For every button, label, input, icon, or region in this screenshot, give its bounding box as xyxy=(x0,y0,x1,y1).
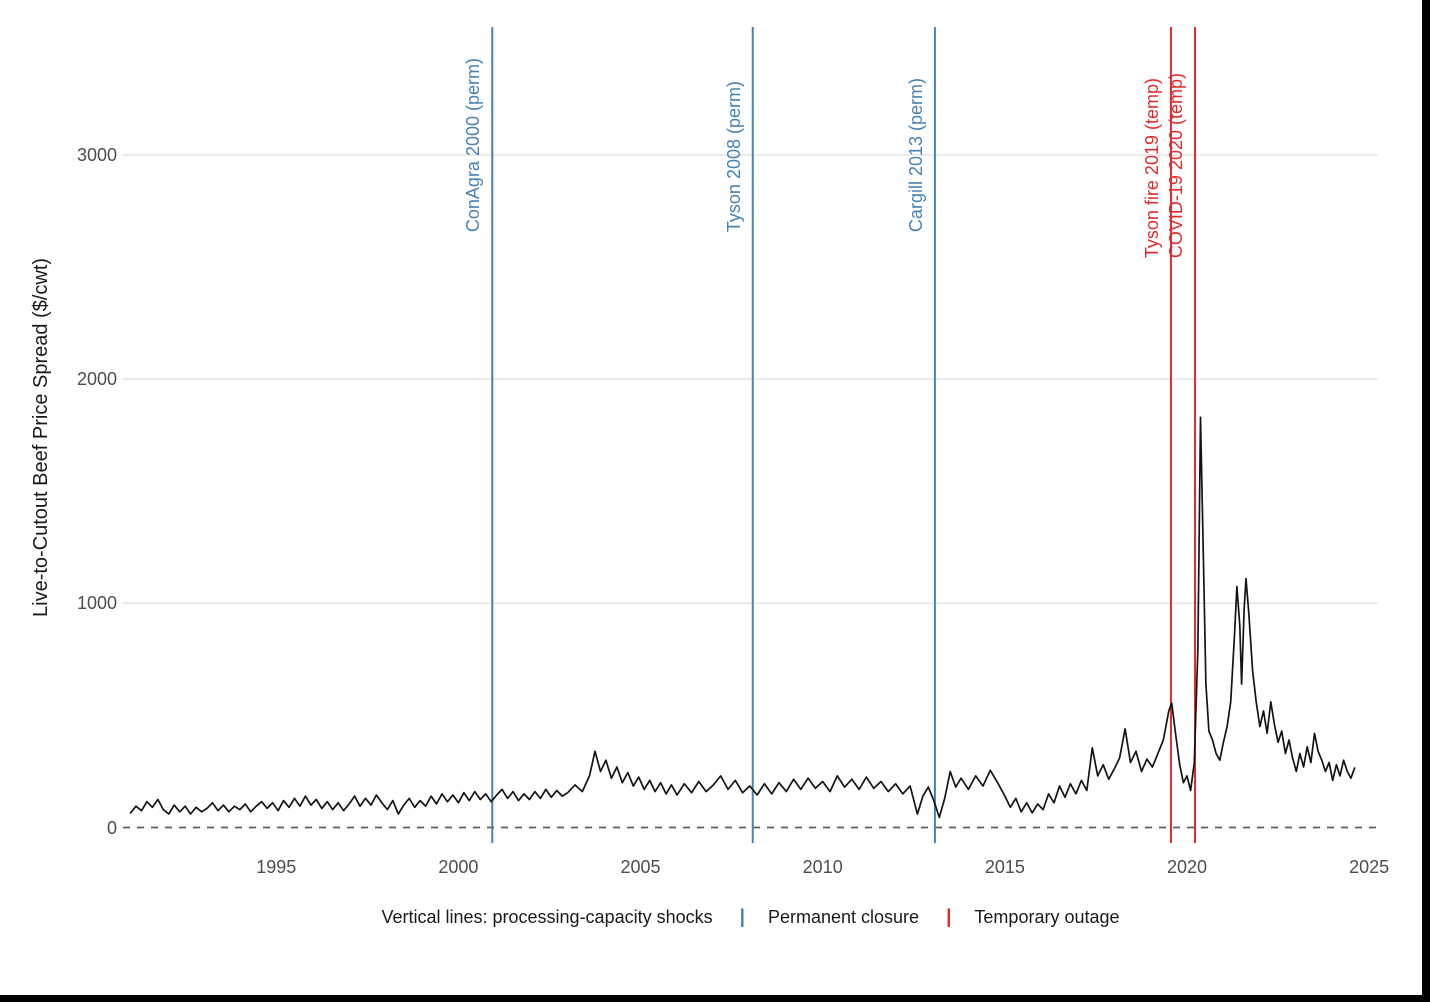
y-tick-label-1000: 1000 xyxy=(76,593,117,614)
screenshot-bottom-border xyxy=(0,995,1430,1002)
temporary-outage-label: Temporary outage xyxy=(974,906,1120,927)
spread-series-line xyxy=(129,416,1356,819)
event-label-perm-2: Cargill 2013 (perm) xyxy=(905,77,926,232)
y-tick-label-3000: 3000 xyxy=(76,144,117,165)
y-tick-label-2000: 2000 xyxy=(76,369,117,390)
event-label-temp-3: Tyson fire 2019 (temp) xyxy=(1141,77,1162,258)
x-tick-label-2000: 2000 xyxy=(438,857,479,877)
permanent-closure-tick-icon: | xyxy=(739,906,745,928)
event-label-temp-4: COVID-19 2020 (temp) xyxy=(1166,72,1186,258)
caption: Vertical lines: processing-capacity shoc… xyxy=(123,906,1378,928)
temporary-outage-tick-icon: | xyxy=(946,906,952,928)
x-tick-label-2025: 2025 xyxy=(1349,857,1390,877)
permanent-closure-label: Permanent closure xyxy=(767,906,920,927)
x-tick-label-2005: 2005 xyxy=(620,857,661,877)
event-label-perm-0: ConAgra 2000 (perm) xyxy=(463,57,484,232)
screenshot-right-border xyxy=(1422,0,1430,1002)
x-tick-label-1995: 1995 xyxy=(256,857,297,877)
x-tick-label-2020: 2020 xyxy=(1166,857,1208,877)
x-tick-label-2010: 2010 xyxy=(802,857,843,877)
y-tick-label-0: 0 xyxy=(106,817,117,838)
x-tick-label-2015: 2015 xyxy=(984,857,1025,877)
caption-text: Vertical lines: processing-capacity shoc… xyxy=(381,906,713,927)
event-label-perm-1: Tyson 2008 (perm) xyxy=(723,80,744,232)
